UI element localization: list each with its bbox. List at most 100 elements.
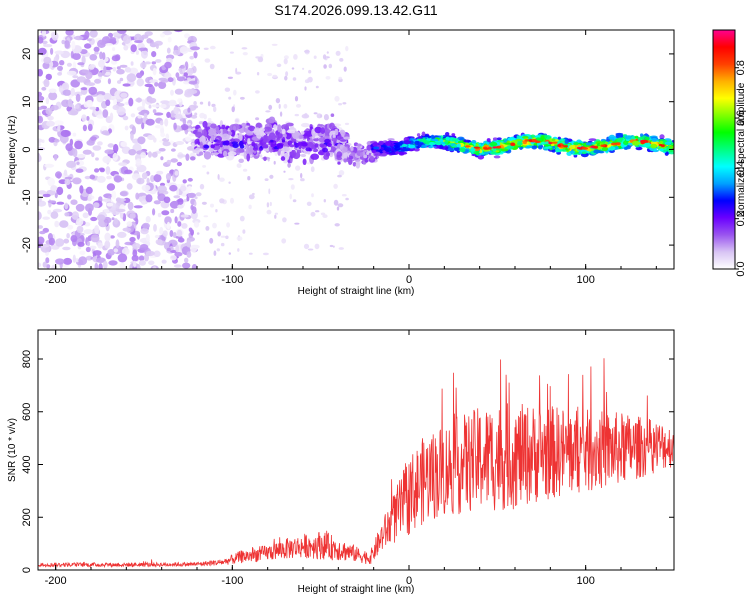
heatmap-cell <box>307 248 314 251</box>
heatmap-cell <box>194 84 199 89</box>
heatmap-cell <box>324 138 331 144</box>
heatmap-cell <box>345 197 349 201</box>
heatmap-cell <box>486 138 491 142</box>
heatmap-cell <box>195 192 202 197</box>
heatmap-cell <box>122 213 127 222</box>
heatmap-cell <box>193 101 197 106</box>
heatmap-cell <box>79 250 86 256</box>
heatmap-cell <box>294 96 299 102</box>
heatmap-cell <box>296 104 301 108</box>
heatmap-cell <box>174 170 179 176</box>
heatmap-cell <box>217 231 221 237</box>
heatmap-cell <box>659 134 665 140</box>
heatmap-cell <box>209 45 216 50</box>
heatmap-cell <box>86 241 91 247</box>
heatmap-cell <box>336 156 342 161</box>
heatmap-cell <box>168 101 177 107</box>
heatmap-cell <box>227 131 233 136</box>
heatmap-cell <box>517 142 523 146</box>
snr-x-label: Height of straight line (km) <box>298 584 415 595</box>
heatmap-cell <box>92 145 102 151</box>
heatmap-cell <box>47 200 57 204</box>
heatmap-cell <box>301 122 310 128</box>
heatmap-cell <box>347 158 353 166</box>
heatmap-cell <box>85 203 94 212</box>
heatmap-cell <box>447 144 452 148</box>
heatmap-cell <box>194 196 198 200</box>
heatmap-cell <box>42 40 48 45</box>
heatmap-cell <box>217 174 220 180</box>
heatmap-cell <box>456 143 462 148</box>
heatmap-cell <box>98 263 103 269</box>
heatmap-cell <box>148 85 156 95</box>
heatmap-cell <box>68 110 78 116</box>
heatmap-cell <box>307 162 311 165</box>
heatmap-cell <box>118 162 128 167</box>
heatmap-cell <box>444 139 449 145</box>
heatmap-cell <box>369 155 374 161</box>
heatmap-cell <box>414 140 420 146</box>
heatmap-cell <box>177 98 182 103</box>
heatmap-cell <box>89 30 98 38</box>
heatmap-cell <box>489 142 498 147</box>
heatmap-cell <box>63 238 70 244</box>
heatmap-cell <box>94 78 102 84</box>
heatmap-cell <box>90 234 100 243</box>
heatmap-cell <box>55 238 65 247</box>
heatmap-cell <box>234 117 240 125</box>
heatmap-cell <box>203 144 210 149</box>
heatmap-cell <box>668 151 674 155</box>
heatmap-cell <box>287 162 291 168</box>
heatmap-cell <box>280 156 286 161</box>
heatmap-cell <box>62 89 72 96</box>
heatmap-cell <box>108 260 118 266</box>
heatmap-cell <box>171 148 176 152</box>
heatmap-cell <box>57 124 61 132</box>
heatmap-cell <box>206 171 210 175</box>
heatmap-cell <box>154 234 160 239</box>
heatmap-cell <box>38 115 44 124</box>
heatmap-cell <box>203 215 209 218</box>
heatmap-cell <box>39 230 46 235</box>
heatmap-cell <box>641 140 646 143</box>
heatmap-cell <box>174 113 183 120</box>
heatmap-cell <box>50 185 58 192</box>
heatmap-cell <box>224 87 231 92</box>
heatmap-cell <box>102 52 106 61</box>
snr-y-label: SNR (10 * v/v) <box>7 418 18 482</box>
heatmap-cell <box>72 132 77 137</box>
heatmap-cell <box>117 80 122 84</box>
heatmap-cell <box>93 46 100 53</box>
heatmap-cell <box>170 255 177 261</box>
heatmap-cell <box>225 235 229 240</box>
heatmap-cell <box>624 135 632 140</box>
heatmap-cell <box>170 208 175 214</box>
heatmap-cell <box>47 115 54 121</box>
heatmap-cell <box>643 142 652 147</box>
heatmap-cell <box>81 114 87 122</box>
heatmap-cell <box>293 141 297 146</box>
heatmap-cell <box>238 141 244 147</box>
heatmap-cell <box>395 151 400 155</box>
heatmap-cell <box>439 144 444 149</box>
heatmap-cell <box>67 224 74 230</box>
heatmap-cell <box>159 226 164 236</box>
heatmap-cell <box>188 227 193 233</box>
heatmap-cell <box>268 116 276 124</box>
heatmap-cell <box>286 129 296 134</box>
heatmap-cell <box>132 249 138 257</box>
heatmap-cell <box>46 120 55 127</box>
heatmap-cell <box>119 64 128 68</box>
heatmap-cell <box>239 215 245 222</box>
heatmap-cell <box>59 60 65 66</box>
heatmap-cell <box>71 211 80 220</box>
heatmap-cell <box>425 140 430 145</box>
spectrogram-x-label: Height of straight line (km) <box>298 286 415 297</box>
heatmap-cell <box>112 104 120 111</box>
heatmap-cell <box>89 54 98 61</box>
heatmap-cell <box>138 111 146 116</box>
heatmap-cell <box>64 176 73 180</box>
snr-y-tick-label: 800 <box>21 350 33 368</box>
heatmap-cell <box>416 133 421 137</box>
